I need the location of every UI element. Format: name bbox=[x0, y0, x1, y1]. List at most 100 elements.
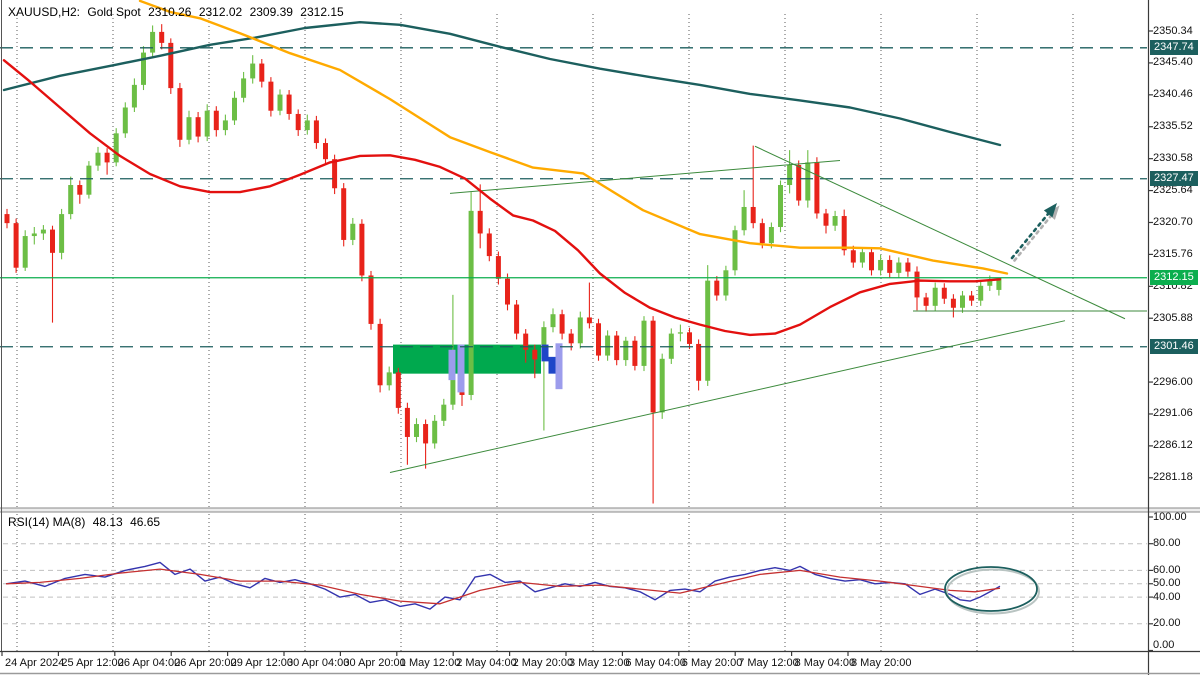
arrow-shadow bbox=[1013, 215, 1052, 262]
candle-body bbox=[896, 262, 902, 273]
candle-body bbox=[787, 164, 793, 186]
candle-body bbox=[605, 335, 611, 356]
time-axis-label: 6 May 20:00 bbox=[681, 657, 743, 669]
ohlc-close: 2312.15 bbox=[300, 5, 344, 19]
trendline[interactable] bbox=[449, 159, 841, 194]
candle-body bbox=[641, 320, 647, 366]
candle-body bbox=[723, 270, 729, 296]
candle-body bbox=[741, 206, 747, 231]
candle-body bbox=[295, 113, 301, 131]
candle-body bbox=[250, 63, 256, 79]
ohlc-high: 2312.02 bbox=[198, 5, 243, 19]
candle-body bbox=[687, 332, 692, 344]
price-axis-label: 2330.58 bbox=[1153, 152, 1193, 165]
time-axis-label: 3 May 12:00 bbox=[569, 657, 630, 669]
time-axis-label: 8 May 04:00 bbox=[794, 657, 856, 669]
candle-body bbox=[623, 340, 629, 361]
rsi-name: RSI(14) MA(8) bbox=[8, 515, 86, 529]
time-axis-label: 2 May 04:00 bbox=[456, 657, 517, 669]
candle-body bbox=[141, 52, 146, 85]
candle-body bbox=[869, 252, 874, 271]
candle-body bbox=[395, 372, 401, 408]
price-axis-label: 2305.88 bbox=[1153, 311, 1193, 324]
candle-body bbox=[550, 314, 556, 328]
candle-body bbox=[814, 162, 820, 214]
candle-body bbox=[168, 42, 174, 89]
pane-separator[interactable] bbox=[0, 508, 1200, 512]
candle-body bbox=[978, 285, 984, 301]
candle-body bbox=[878, 259, 884, 271]
candle-body bbox=[259, 63, 265, 82]
candle-body bbox=[268, 81, 274, 111]
candle-body bbox=[750, 206, 756, 224]
symbol-description: Gold Spot bbox=[87, 5, 141, 19]
candle-body bbox=[714, 280, 720, 296]
rsi-axis-label: 80.00 bbox=[1153, 537, 1181, 550]
candle-body bbox=[204, 110, 210, 137]
time-axis-label: 8 May 20:00 bbox=[851, 657, 912, 669]
candle-body bbox=[232, 97, 237, 121]
rsi_ma-line bbox=[5, 568, 1001, 605]
candle-body bbox=[122, 107, 128, 134]
time-axis-label: 26 Apr 04:00 bbox=[117, 657, 181, 669]
candle-body bbox=[905, 262, 911, 272]
candle-body bbox=[104, 152, 110, 163]
chart-title: XAUUSD,H2: Gold Spot 2310.26 2312.02 230… bbox=[8, 5, 348, 19]
price-axis-label: 2296.00 bbox=[1153, 375, 1193, 388]
trendline[interactable] bbox=[754, 145, 1126, 320]
candle-body bbox=[632, 340, 638, 366]
arrow-annotation[interactable] bbox=[1010, 212, 1050, 260]
ellipse-annotation[interactable] bbox=[944, 566, 1038, 612]
candle-body bbox=[468, 210, 474, 395]
trendline[interactable] bbox=[389, 320, 1066, 473]
candle-body bbox=[859, 252, 865, 263]
candle-body bbox=[186, 117, 192, 140]
candle-body bbox=[705, 280, 711, 381]
candle-body bbox=[577, 317, 583, 344]
candle-body bbox=[177, 88, 183, 140]
candle-body bbox=[86, 165, 92, 195]
candle-body bbox=[277, 94, 283, 111]
candle-body bbox=[22, 236, 28, 268]
candle-body bbox=[914, 271, 920, 298]
candle-body bbox=[350, 223, 356, 240]
candle-body bbox=[759, 223, 765, 244]
symbol-period-label: XAUUSD,H2: bbox=[8, 5, 81, 19]
candle-body bbox=[304, 120, 310, 131]
candle-body bbox=[13, 223, 19, 268]
overlay-bar bbox=[457, 344, 465, 393]
candle-body bbox=[823, 213, 829, 226]
candle-body bbox=[4, 214, 10, 224]
ohlc-open: 2310.26 bbox=[148, 5, 192, 19]
candle-body bbox=[432, 420, 438, 444]
candle-body bbox=[805, 162, 811, 201]
candle-body bbox=[941, 287, 947, 299]
candle-body bbox=[450, 375, 456, 405]
time-axis-label: 2 May 20:00 bbox=[512, 657, 574, 669]
overlay-bar bbox=[548, 356, 556, 374]
candle-body bbox=[841, 216, 847, 251]
arrow-head[interactable] bbox=[1043, 203, 1057, 218]
candle-body bbox=[596, 323, 601, 356]
ma-mid-orange bbox=[138, 0, 1009, 275]
candle-body bbox=[368, 275, 374, 324]
overlay-bar bbox=[448, 349, 456, 381]
rsi-axis-label: 50.00 bbox=[1153, 577, 1181, 590]
time-axis-label: 25 Apr 12:00 bbox=[61, 657, 124, 669]
price-axis-label: 2340.46 bbox=[1153, 88, 1193, 101]
candle-body bbox=[505, 278, 510, 305]
zone-rectangle[interactable] bbox=[393, 344, 541, 374]
candle-body bbox=[59, 214, 65, 253]
candle-body bbox=[95, 152, 101, 166]
ellipse-shadow bbox=[946, 568, 1040, 615]
candle-body bbox=[404, 407, 410, 437]
price-axis-label: 2335.52 bbox=[1153, 120, 1193, 133]
candlestick-series bbox=[4, 24, 1002, 504]
candle-body bbox=[213, 110, 219, 131]
candle-body bbox=[150, 31, 156, 53]
time-axis-label: 30 Apr 20:00 bbox=[343, 657, 406, 669]
candle-body bbox=[159, 31, 165, 43]
candle-body bbox=[241, 78, 247, 98]
